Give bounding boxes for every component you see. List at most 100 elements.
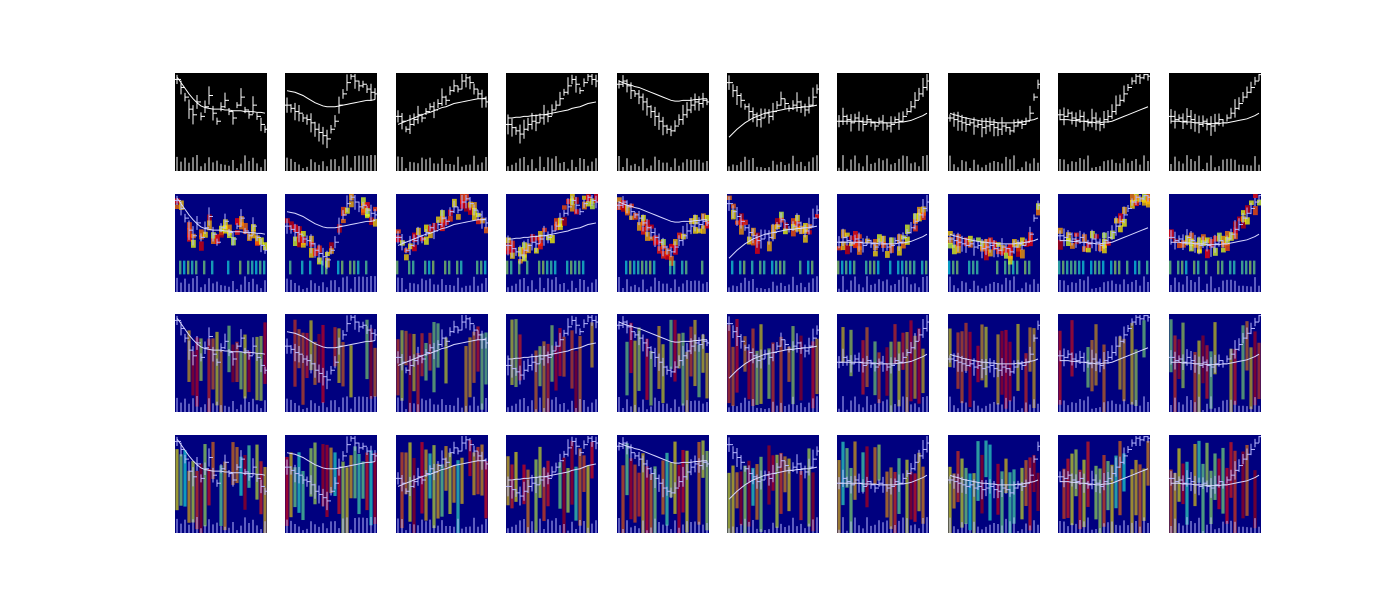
panel-svg xyxy=(395,434,488,533)
panel-r3-c3 xyxy=(395,314,488,412)
panel-svg xyxy=(1058,193,1151,292)
heat-cell xyxy=(455,213,461,220)
moving-average-line xyxy=(508,342,597,360)
heat-cell xyxy=(624,442,629,495)
moving-average-line xyxy=(397,458,486,487)
heat-cell xyxy=(1098,467,1102,533)
heat-cell xyxy=(1204,248,1210,258)
panel-svg xyxy=(837,314,930,412)
heat-cell xyxy=(255,260,258,274)
heat-cell xyxy=(983,250,989,260)
heat-cell xyxy=(428,452,432,498)
heat-cell xyxy=(755,244,760,254)
panel-r4-c3 xyxy=(395,434,488,533)
heat-cell xyxy=(913,260,916,274)
heat-cell xyxy=(1184,461,1189,525)
heat-cell xyxy=(865,260,868,274)
heat-cell xyxy=(456,459,460,533)
heat-cell xyxy=(1200,463,1205,533)
heat-cell xyxy=(1248,260,1251,274)
heat-cell xyxy=(1240,451,1245,518)
heat-cell xyxy=(1114,260,1117,274)
moving-average-line xyxy=(287,331,376,349)
heat-cell xyxy=(632,340,637,412)
heat-cell xyxy=(479,260,483,274)
heat-cell xyxy=(947,260,951,274)
heat-cell xyxy=(799,260,802,274)
heat-cell xyxy=(369,449,373,525)
heat-cell xyxy=(341,341,345,387)
heat-cell xyxy=(783,228,788,234)
heat-cell xyxy=(759,260,762,274)
heat-cell xyxy=(484,460,488,518)
panel-r3-c9 xyxy=(1058,314,1151,412)
heat-cell xyxy=(727,324,731,404)
heat-cell xyxy=(1000,470,1004,533)
heat-cell xyxy=(692,319,697,387)
heat-cell xyxy=(293,466,297,507)
moving-average-line xyxy=(618,321,707,343)
heat-cell xyxy=(1078,469,1082,529)
moving-average-line xyxy=(839,112,928,124)
heat-cell xyxy=(917,328,921,404)
heat-cell xyxy=(967,235,973,242)
heat-cell xyxy=(616,196,622,203)
moving-average-line xyxy=(728,104,818,138)
heat-cell xyxy=(700,260,703,274)
heat-cell xyxy=(538,446,542,498)
heat-cell xyxy=(333,451,337,496)
heat-cell xyxy=(853,440,857,500)
heat-cell xyxy=(947,230,953,236)
heat-cell xyxy=(735,471,739,508)
heat-cell xyxy=(873,260,876,274)
heat-cell xyxy=(799,470,803,520)
moving-average-line xyxy=(1170,233,1259,245)
heat-cell xyxy=(227,260,230,274)
moving-average-line xyxy=(618,201,707,223)
heat-cell xyxy=(1058,260,1061,274)
heat-cell xyxy=(1192,260,1195,274)
heat-cell xyxy=(1176,260,1179,274)
heat-cell xyxy=(845,447,849,488)
heat-cell xyxy=(861,451,865,492)
heat-cell xyxy=(263,322,267,384)
heat-cell xyxy=(644,338,649,400)
heat-cell xyxy=(349,200,355,207)
heat-cell xyxy=(459,260,463,274)
heat-cell xyxy=(475,218,481,224)
heat-cell xyxy=(313,442,317,504)
heat-cell xyxy=(317,334,321,383)
moving-average-line xyxy=(508,101,597,119)
heat-cell xyxy=(1192,351,1197,412)
heat-cell xyxy=(779,260,782,274)
heat-cell xyxy=(337,260,340,274)
heat-cell xyxy=(247,260,250,274)
heat-cell xyxy=(554,345,558,391)
moving-average-line xyxy=(176,197,266,235)
heat-cell xyxy=(632,464,637,523)
heat-cell xyxy=(179,260,182,274)
heat-cell xyxy=(183,260,186,274)
panel-r1-c4 xyxy=(506,73,599,171)
heat-cell xyxy=(538,346,542,387)
heat-cell xyxy=(423,224,429,232)
heat-cell xyxy=(921,260,924,274)
heat-cell xyxy=(514,451,518,502)
heat-cell xyxy=(648,473,653,533)
heat-cell xyxy=(1003,260,1007,274)
heat-cell xyxy=(704,450,709,530)
heat-cell xyxy=(460,457,464,504)
heat-cell xyxy=(967,260,971,274)
heat-cell xyxy=(349,345,353,398)
heat-cell xyxy=(799,335,803,401)
panel-background xyxy=(175,193,267,292)
heat-cell xyxy=(1240,221,1246,229)
heat-cell xyxy=(984,440,988,477)
heat-cell xyxy=(365,260,368,274)
heat-cell xyxy=(444,337,448,384)
panel-r3-c5 xyxy=(616,314,709,412)
heat-cell xyxy=(199,228,204,237)
panel-r2-c8 xyxy=(947,193,1040,292)
heat-cell xyxy=(436,463,440,519)
heat-cell xyxy=(644,465,649,533)
